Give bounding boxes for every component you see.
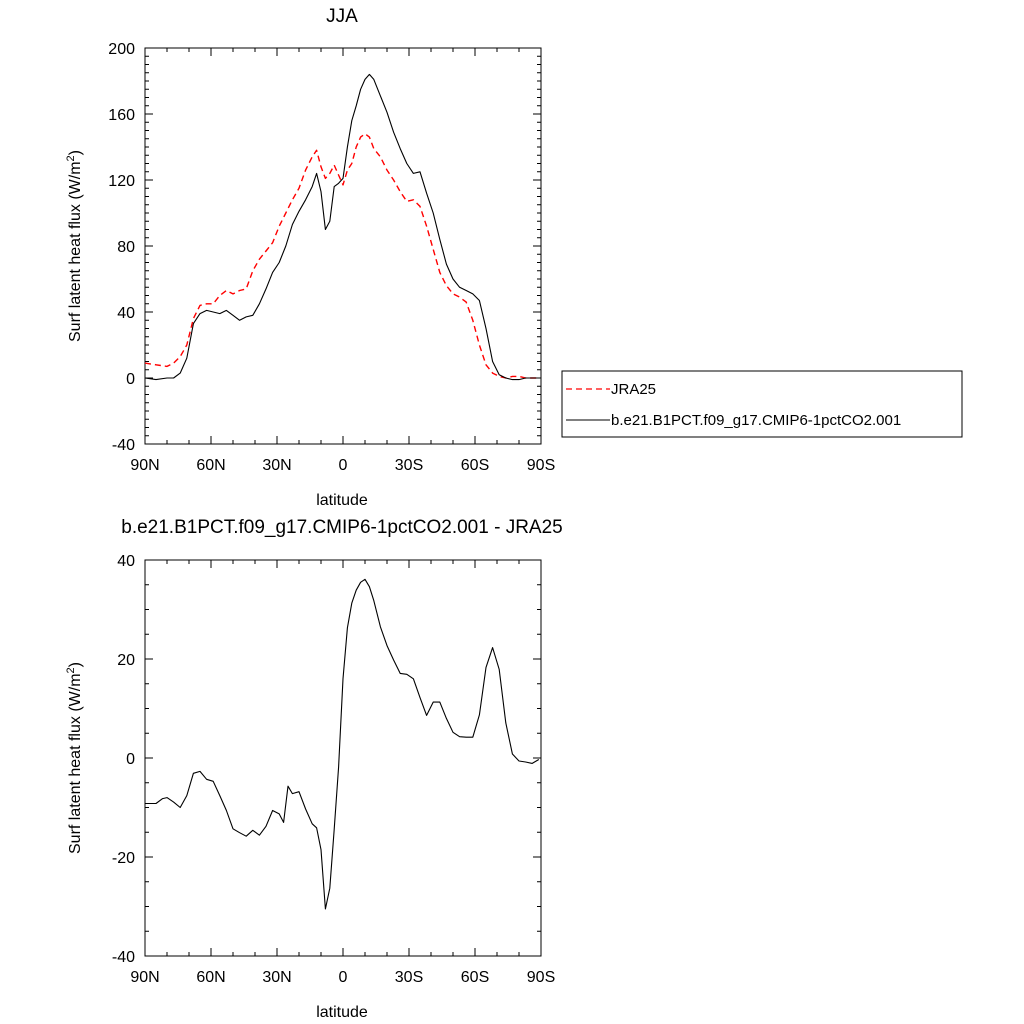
top-y-axis-label-close: ) [67,150,84,155]
top-y-tick-label: 40 [117,305,135,322]
top-y-axis-label-main: Surf latent heat flux (W/m [67,161,84,342]
bottom-axis-ticks: 90N 60N 30N 0 30S 60S 90S -40 -20 0 20 40 [112,553,555,986]
bottom-x-tick-label: 60N [196,969,225,986]
top-x-tick-label: 60S [461,457,489,474]
top-x-tick-label: 0 [339,457,348,474]
bottom-y-tick-label: -40 [112,949,135,966]
top-x-tick-label: 30N [262,457,291,474]
bottom-x-tick-label: 60S [461,969,489,986]
legend-box [561,370,963,438]
top-x-axis-label: latitude [316,492,368,509]
bottom-x-tick-label: 90S [527,969,555,986]
top-y-tick-label: 80 [117,239,135,256]
bottom-x-tick-label: 0 [339,969,348,986]
top-series-line-0 [144,133,539,379]
bottom-y-tick-label: 0 [126,751,135,768]
bottom-x-tick-label: 30S [395,969,423,986]
bottom-y-tick-label: 20 [117,652,135,669]
legend-label-jra25: JRA25 [611,381,656,398]
bottom-x-tick-label: 90N [130,969,159,986]
top-y-tick-label: 160 [108,107,135,124]
top-series-group [144,73,539,381]
bottom-y-tick-label: -20 [112,850,135,867]
legend-label-model: b.e21.B1PCT.f09_g17.CMIP6-1pctCO2.001 [611,412,901,429]
top-x-tick-label: 60N [196,457,225,474]
top-y-tick-label: 200 [108,41,135,58]
top-chart-title: JJA [326,6,358,27]
bottom-y-axis-label-sup: 2 [65,667,77,673]
bottom-x-axis-label: latitude [316,1004,368,1021]
top-y-tick-label: 0 [126,371,135,388]
bottom-series-group [145,578,540,910]
top-y-tick-label: 120 [108,173,135,190]
bottom-panel: b.e21.B1PCT.f09_g17.CMIP6-1pctCO2.001 - … [65,517,563,1021]
top-x-tick-label: 90S [527,457,555,474]
bottom-y-axis-label-close: ) [67,662,84,667]
top-y-tick-label: -40 [112,437,135,454]
legend: JRA25 b.e21.B1PCT.f09_g17.CMIP6-1pctCO2.… [561,370,963,438]
bottom-y-axis-label-main: Surf latent heat flux (W/m [67,673,84,854]
bottom-plot-frame [144,559,542,957]
top-x-tick-label: 30S [395,457,423,474]
top-panel: JJA 90N 60N 30N 0 30S 60S 90S -40 0 40 80 120 160 200… [65,6,555,509]
top-y-axis-label: Surf latent heat flux (W/m2) [65,150,84,342]
top-axis-ticks: 90N 60N 30N 0 30S 60S 90S -40 0 40 80 120 160 200 [108,41,555,474]
top-series-line-1 [144,73,539,381]
bottom-y-axis-label: Surf latent heat flux (W/m2) [65,662,84,854]
top-y-axis-label-sup: 2 [65,155,77,161]
bottom-series-line-0 [145,578,540,910]
bottom-x-tick-label: 30N [262,969,291,986]
top-plot-frame [144,47,542,445]
bottom-y-tick-label: 40 [117,553,135,570]
bottom-chart-title: b.e21.B1PCT.f09_g17.CMIP6-1pctCO2.001 - … [121,517,562,538]
top-x-tick-label: 90N [130,457,159,474]
